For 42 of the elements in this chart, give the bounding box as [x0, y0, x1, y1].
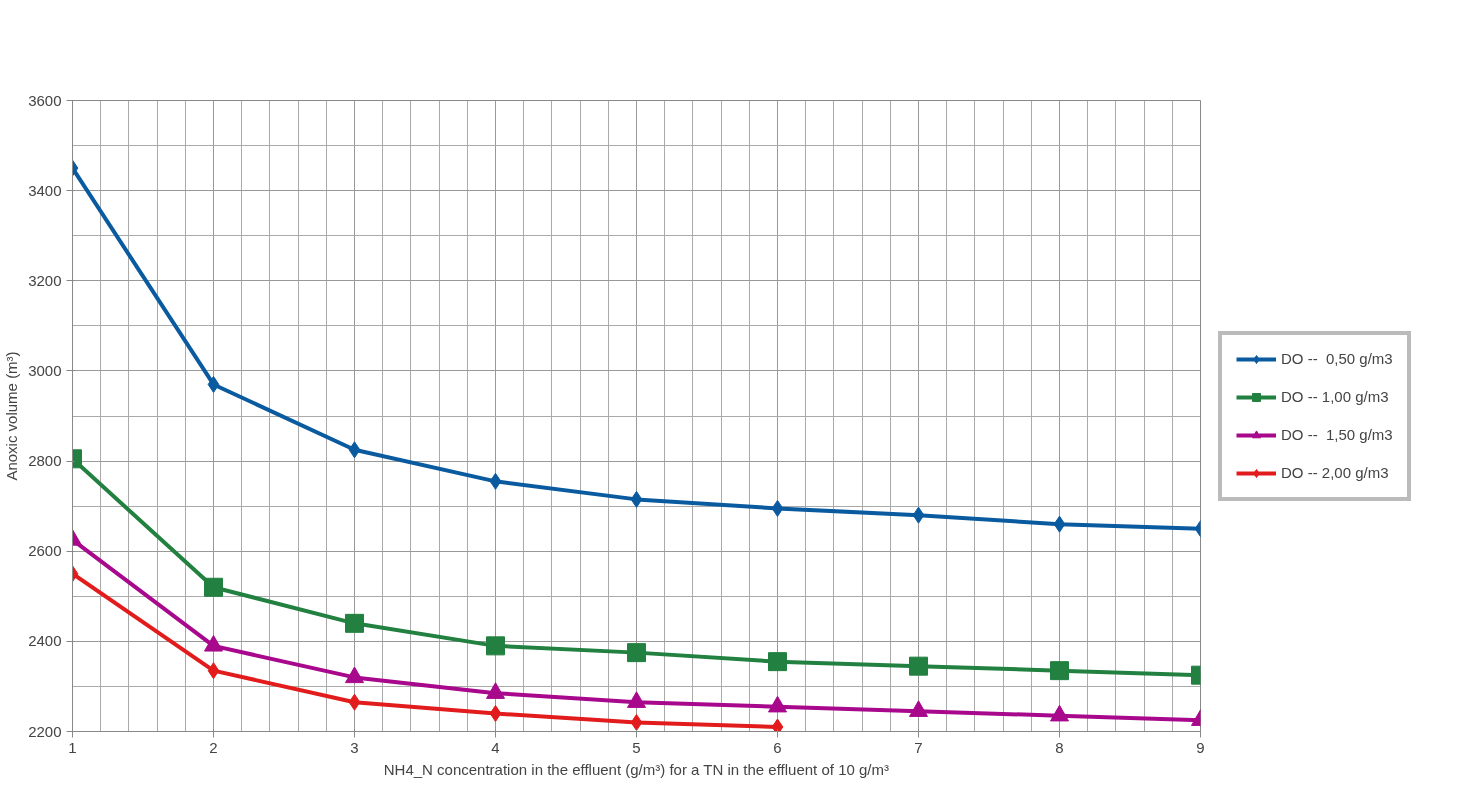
x-tick-label: 1	[68, 738, 77, 756]
y-tick-label: 3600	[28, 91, 62, 109]
point	[768, 652, 787, 672]
x-tick-label: 8	[1055, 738, 1064, 756]
x-tick-label: 2	[209, 738, 218, 756]
point	[771, 499, 784, 517]
point	[489, 704, 502, 722]
point	[771, 718, 784, 732]
point	[207, 375, 220, 393]
point	[345, 613, 364, 633]
x-tick-label: 6	[773, 738, 782, 756]
point	[489, 472, 502, 490]
point	[207, 662, 220, 680]
y-tick-label: 2200	[28, 722, 62, 740]
y-tick-label: 3400	[28, 181, 62, 199]
point	[909, 656, 928, 676]
x-tick-label: 4	[491, 738, 500, 756]
point	[348, 441, 361, 459]
point	[630, 713, 643, 731]
legend-label: DO -- 1,50 g/m3	[1281, 426, 1393, 443]
x-axis-title: NH4_N concentration in the effluent (g/m³) for a TN in the effluent of 10 g/m³	[383, 760, 889, 778]
point	[1050, 661, 1069, 681]
x-tick-label: 7	[914, 738, 923, 756]
point	[912, 506, 925, 524]
point	[486, 636, 505, 656]
y-tick-label: 2400	[28, 632, 62, 650]
point	[348, 693, 361, 711]
y-tick-label: 2800	[28, 452, 62, 470]
point	[627, 643, 646, 663]
legend-label: DO -- 2,00 g/m3	[1281, 464, 1389, 481]
point	[204, 577, 223, 597]
y-tick-label: 2600	[28, 542, 62, 560]
y-axis-title: Anoxic volume (m³)	[3, 351, 21, 481]
y-tick-label: 3200	[28, 271, 62, 289]
x-tick-label: 3	[350, 738, 359, 756]
legend-label: DO -- 0,50 g/m3	[1281, 350, 1393, 367]
y-tick-label: 3000	[28, 361, 62, 379]
point	[1053, 515, 1066, 533]
legend-label: DO -- 1,00 g/m3	[1281, 388, 1389, 405]
point	[630, 490, 643, 508]
x-tick-label: 9	[1196, 738, 1205, 756]
x-tick-label: 5	[632, 738, 641, 756]
